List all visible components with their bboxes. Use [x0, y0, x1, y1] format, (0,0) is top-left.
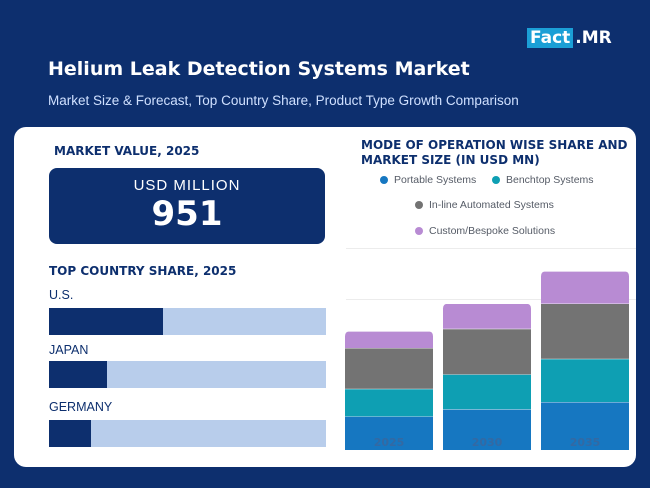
country-bar-fill-us: [49, 308, 163, 335]
bar-segment-portable-systems-2035: [541, 402, 629, 450]
page-subtitle: Market Size & Forecast, Top Country Shar…: [48, 93, 519, 108]
operation-chart-heading-line2: MARKET SIZE (IN USD MN): [361, 153, 540, 167]
bar-segment-in-line-automated-systems-2035: [541, 303, 629, 359]
fact-mr-logo: Fact .MR: [527, 28, 612, 48]
logo-text-mr: .MR: [575, 28, 612, 48]
market-value-heading: MARKET VALUE, 2025: [54, 144, 200, 158]
bar-segment-custom-bespoke-solutions-2025: [345, 331, 433, 348]
bar-segment-in-line-automated-systems-2025: [345, 348, 433, 389]
x-tick-label-2030: 2030: [472, 436, 503, 449]
legend-custom: Custom/Bespoke Solutions: [415, 225, 555, 237]
bar-segment-benchtop-systems-2035: [541, 358, 629, 402]
logo-text-fact: Fact: [527, 28, 574, 48]
legend-inline: In-line Automated Systems: [415, 199, 554, 211]
legend-label-inline: In-line Automated Systems: [429, 199, 554, 211]
market-value-unit: USD MILLION: [133, 177, 241, 194]
x-tick-label-2025: 2025: [374, 436, 405, 449]
country-bar-germany: [49, 420, 326, 447]
country-bar-fill-germany: [49, 420, 91, 447]
country-label-germany: GERMANY: [49, 400, 113, 414]
bar-segment-portable-systems-2025: [345, 416, 433, 450]
country-share-heading: TOP COUNTRY SHARE, 2025: [49, 264, 237, 278]
legend-label-custom: Custom/Bespoke Solutions: [429, 225, 556, 237]
market-value-number: 951: [151, 194, 223, 234]
country-bar-fill-japan: [49, 361, 108, 388]
stacked-bar-chart: 2025 2030 2035: [345, 270, 629, 450]
operation-chart-heading-line1: MODE OF OPERATION WISE SHARE AND: [361, 138, 628, 152]
legend-portable: Portable Systems: [380, 174, 476, 186]
bar-segment-benchtop-systems-2030: [443, 374, 531, 410]
content-card: MARKET VALUE, 2025 USD MILLION 951 TOP C…: [14, 127, 636, 467]
bar-segment-in-line-automated-systems-2030: [443, 328, 531, 375]
x-tick-label-2035: 2035: [570, 436, 601, 449]
market-value-box: USD MILLION 951: [49, 168, 325, 244]
legend-label-benchtop: Benchtop Systems: [506, 174, 594, 186]
chart-gridline: [346, 248, 636, 249]
bar-segment-custom-bespoke-solutions-2030: [443, 303, 531, 329]
country-label-japan: JAPAN: [49, 343, 89, 357]
country-bar-japan: [49, 361, 326, 388]
bar-segment-benchtop-systems-2025: [345, 388, 433, 417]
bar-segment-portable-systems-2030: [443, 409, 531, 450]
page-title: Helium Leak Detection Systems Market: [48, 58, 470, 80]
chart-gridline: [346, 299, 636, 300]
bar-segment-custom-bespoke-solutions-2035: [541, 271, 629, 304]
country-label-us: U.S.: [49, 288, 74, 302]
country-bar-us: [49, 308, 326, 335]
legend-label-portable: Portable Systems: [394, 174, 477, 186]
legend-swatch-portable: [380, 176, 388, 184]
legend-swatch-custom: [415, 227, 423, 235]
legend-benchtop: Benchtop Systems: [492, 174, 594, 186]
legend-swatch-inline: [415, 201, 423, 209]
legend-swatch-benchtop: [492, 176, 500, 184]
